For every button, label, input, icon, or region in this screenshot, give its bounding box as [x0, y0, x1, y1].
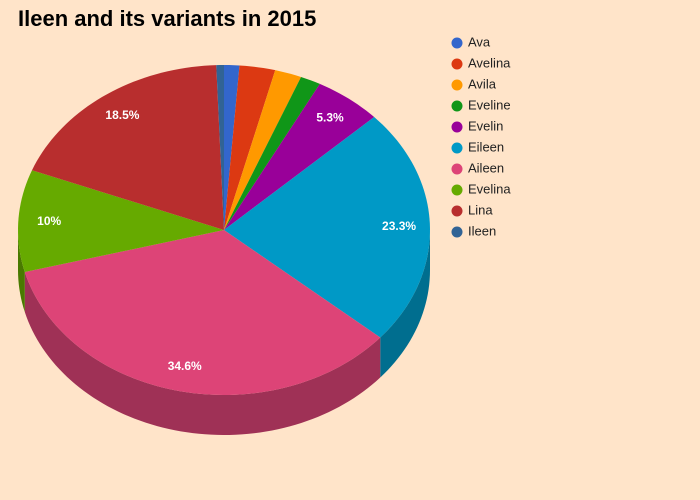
- slice-side: [18, 230, 25, 313]
- data-label: 5.3%: [316, 111, 344, 125]
- legend-label: Ava: [468, 34, 491, 49]
- chart-title: Ileen and its variants in 2015: [18, 6, 316, 31]
- slice: [224, 65, 276, 230]
- legend-label: Avelina: [468, 55, 511, 70]
- legend-marker: [451, 121, 463, 133]
- legend-label: Lina: [468, 202, 493, 217]
- data-label: 34.6%: [168, 359, 202, 373]
- data-label: 18.5%: [105, 108, 139, 122]
- legend-label: Ileen: [468, 223, 496, 238]
- legend-marker: [451, 226, 463, 238]
- legend-label: Evelina: [468, 181, 511, 196]
- legend-marker: [451, 142, 463, 154]
- legend-label: Aileen: [468, 160, 504, 175]
- slice: [224, 117, 430, 338]
- legend-label: Avila: [468, 76, 497, 91]
- legend-marker: [451, 37, 463, 49]
- slice: [224, 83, 375, 231]
- legend-label: Evelin: [468, 118, 503, 133]
- slice: [24, 230, 381, 395]
- legend-label: Eveline: [468, 97, 511, 112]
- data-label: 23.3%: [382, 219, 416, 233]
- legend-label: Eileen: [468, 139, 504, 154]
- slice: [216, 65, 224, 230]
- slice-side: [380, 230, 430, 378]
- legend-marker: [451, 58, 463, 70]
- slice: [18, 170, 225, 273]
- slice: [224, 70, 302, 230]
- legend-marker: [451, 163, 463, 175]
- slice: [224, 65, 240, 230]
- data-label: 10%: [37, 214, 61, 228]
- slice: [224, 76, 320, 230]
- slice-side: [24, 272, 381, 435]
- legend-marker: [451, 184, 463, 196]
- legend-marker: [451, 100, 463, 112]
- slice: [31, 65, 225, 230]
- legend-marker: [451, 205, 463, 217]
- legend-marker: [451, 79, 463, 91]
